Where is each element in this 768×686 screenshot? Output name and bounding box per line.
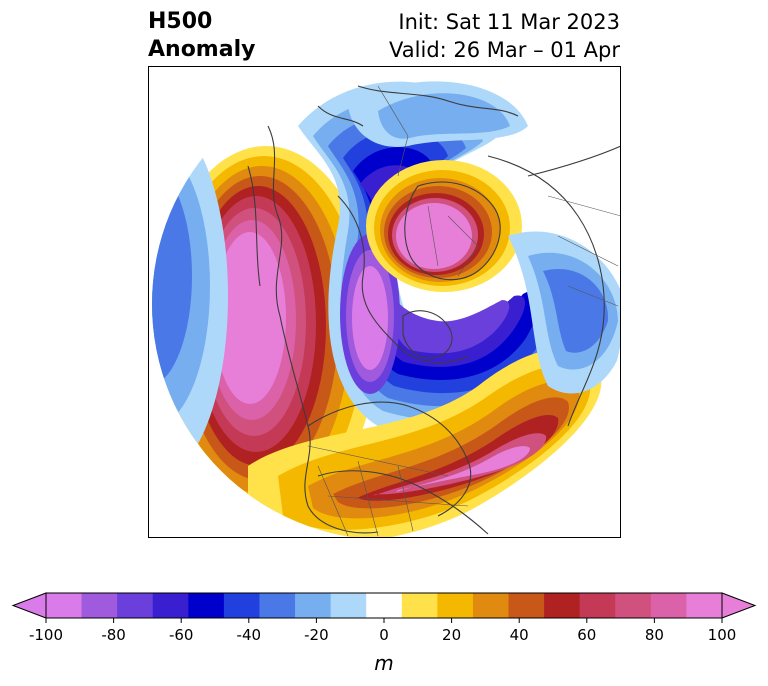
colorbar-bin [508, 593, 545, 618]
colorbar-bin [650, 593, 687, 618]
negative-anomaly-west [152, 116, 228, 476]
colorbar-under-arrow [11, 592, 47, 619]
colorbar-bin [188, 593, 225, 618]
colorbar-tick-label: 100 [708, 626, 737, 644]
colorbar-bin [579, 593, 616, 618]
borders [307, 85, 621, 537]
title-field: Anomaly [148, 37, 256, 62]
negative-anomaly-north [348, 81, 528, 147]
colorbar: -100 -80 -60 -40 -20 0 20 40 60 80 100 m [11, 592, 757, 675]
colorbar-bin [46, 593, 83, 618]
positive-anomaly-atlantic [248, 348, 602, 538]
colorbar-bin [437, 593, 474, 618]
colorbar-tick-label: -40 [237, 626, 262, 644]
colorbar-unit-label: m [374, 651, 393, 675]
valid-period: Valid: 26 Mar – 01 Apr [389, 38, 620, 62]
colorbar-bins [11, 592, 757, 619]
colorbar-tick-label: 80 [645, 626, 664, 644]
map-frame [148, 66, 621, 538]
colorbar-bin [117, 593, 154, 618]
init-time: Init: Sat 11 Mar 2023 [398, 10, 620, 34]
colorbar-tick-label: 0 [379, 626, 389, 644]
colorbar-tick-label: 20 [442, 626, 461, 644]
positive-anomaly-siberia [366, 160, 522, 292]
colorbar-bin [152, 593, 189, 618]
colorbar-bin [330, 593, 367, 618]
colorbar-tick-label: -100 [29, 626, 63, 644]
colorbar-ticks: -100 -80 -60 -40 -20 0 20 40 60 80 100 [29, 618, 736, 644]
colorbar-bin [366, 593, 403, 618]
title-variable: H500 [148, 9, 213, 34]
colorbar-bin [615, 593, 652, 618]
colorbar-bin [295, 593, 332, 618]
colorbar-tick-label: -80 [101, 626, 126, 644]
colorbar-tick-label: 40 [510, 626, 529, 644]
colorbar-bin [472, 593, 510, 618]
anomaly-field [152, 81, 621, 538]
colorbar-bin [81, 593, 118, 618]
colorbar-bin [544, 593, 581, 618]
title-right: Init: Sat 11 Mar 2023 Valid: 26 Mar – 01… [389, 8, 620, 64]
colorbar-bin [401, 593, 438, 618]
colorbar-over-arrow [721, 592, 757, 619]
colorbar-bin [686, 593, 723, 618]
colorbar-tick-label: -60 [169, 626, 194, 644]
colorbar-bin [259, 593, 296, 618]
colorbar-bin [223, 593, 260, 618]
coastlines [247, 85, 621, 535]
colorbar-tick-label: -20 [304, 626, 329, 644]
colorbar-tick-label: 60 [577, 626, 596, 644]
title-left: H500 Anomaly [148, 8, 255, 64]
anomaly-map [148, 66, 621, 538]
negative-anomaly-east [508, 231, 621, 394]
